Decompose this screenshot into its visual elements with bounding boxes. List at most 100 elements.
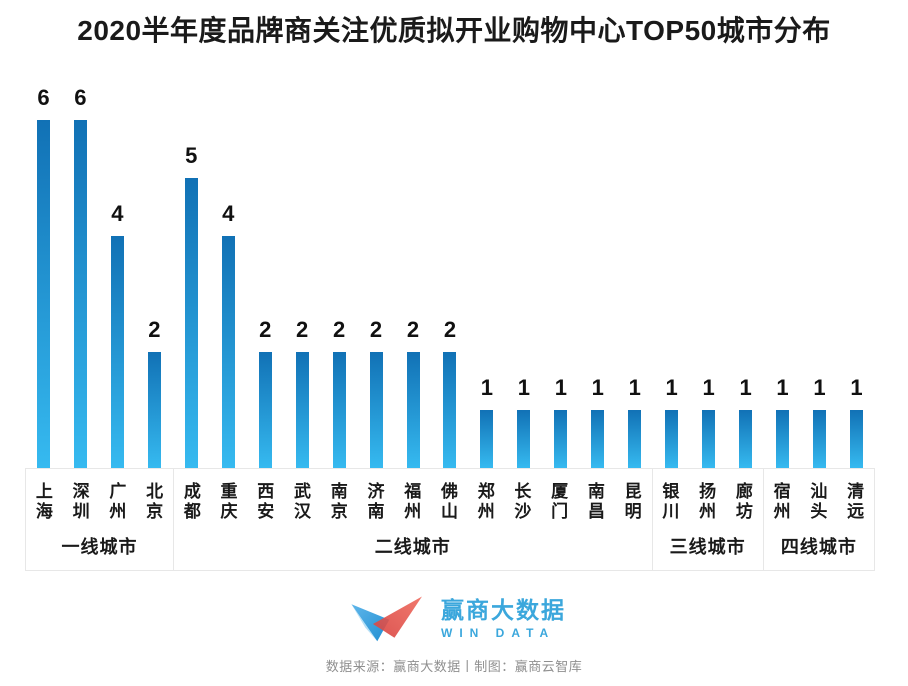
bar-column-银川: 1 (653, 375, 690, 468)
bar-value-label: 1 (480, 375, 494, 400)
bar-上海 (36, 120, 50, 468)
city-labels-row: 成都 重庆 西安 武汉 南京 济南 福州 佛山 郑州 长沙 厦门 南昌 昆明 (174, 469, 652, 523)
bar-value-label: 1 (813, 375, 826, 400)
city-label-cell: 南昌 (578, 482, 615, 523)
city-group-四线城市: 宿州 汕头 清远 四线城市 (764, 469, 874, 570)
bar-column-福州: 2 (395, 317, 432, 468)
data-source-line: 数据来源：赢商大数据丨制图：赢商云智库 (325, 659, 583, 674)
bar-column-南昌: 1 (579, 375, 616, 468)
bar-column-清远: 1 (838, 375, 875, 468)
city-label-cell: 长沙 (505, 482, 542, 523)
city-label-cell: 廊坊 (726, 482, 763, 523)
bar-column-武汉: 2 (284, 317, 321, 468)
bar-成都 (184, 178, 198, 468)
bar-value-label: 6 (37, 85, 50, 110)
bar-昆明 (628, 410, 642, 468)
city-label: 武汉 (294, 482, 312, 522)
bar-column-昆明: 1 (616, 375, 653, 468)
tier-label: 四线城市 (780, 537, 857, 557)
bar-value-label: 2 (259, 317, 272, 342)
bar-column-厦门: 1 (542, 375, 579, 468)
city-label-cell: 宿州 (764, 482, 801, 523)
bar-长沙 (517, 410, 531, 468)
bar-佛山 (443, 352, 457, 468)
city-label-cell: 西安 (247, 482, 284, 523)
city-label: 厦门 (551, 482, 569, 522)
city-label-cell: 济南 (358, 482, 395, 523)
city-label: 西安 (257, 482, 275, 522)
city-label-cell: 南京 (321, 482, 358, 523)
bar-西安 (258, 352, 272, 468)
footer: 赢商大数据 WIN DATA 数据来源：赢商大数据丨制图：赢商云智库 (0, 589, 908, 675)
bar-银川 (665, 410, 679, 468)
city-labels-row: 银川 扬州 廊坊 (653, 469, 763, 523)
bar-重庆 (221, 236, 235, 468)
city-label: 北京 (146, 482, 164, 522)
bar-济南 (369, 352, 383, 468)
win-data-logo-icon (342, 590, 428, 646)
bar-武汉 (295, 352, 309, 468)
city-label-cell: 北京 (136, 482, 173, 523)
bar-value-label: 1 (776, 375, 789, 400)
city-label-cell: 重庆 (211, 482, 248, 523)
bar-column-成都: 5 (173, 143, 210, 468)
bar-column-郑州: 1 (468, 375, 505, 468)
bar-value-label: 2 (332, 317, 346, 342)
city-label: 上海 (35, 482, 53, 522)
city-label: 宿州 (773, 482, 791, 522)
bar-value-label: 5 (185, 143, 198, 168)
bar-郑州 (480, 410, 494, 468)
bar-扬州 (702, 410, 716, 468)
bar-value-label: 4 (111, 201, 124, 226)
bar-column-汕头: 1 (801, 375, 838, 468)
bar-value-label: 2 (369, 317, 383, 342)
bar-value-label: 1 (591, 375, 604, 400)
city-label-cell: 上海 (26, 482, 63, 523)
bar-value-label: 1 (628, 375, 641, 400)
bar-深圳 (73, 120, 87, 468)
bar-南昌 (591, 410, 605, 468)
tier-label: 一线城市 (61, 537, 138, 557)
bar-column-宿州: 1 (764, 375, 801, 468)
bar-column-北京: 2 (136, 317, 173, 468)
bar-column-深圳: 6 (62, 85, 99, 468)
logo-cn-text: 赢商大数据 (441, 596, 566, 623)
city-labels-row: 上海 深圳 广州 北京 (26, 469, 173, 523)
city-label: 昆明 (624, 482, 642, 522)
bar-column-长沙: 1 (505, 375, 542, 468)
bar-value-label: 1 (554, 375, 567, 400)
city-label-cell: 厦门 (541, 482, 578, 523)
bar-北京 (147, 352, 161, 468)
city-label: 廊坊 (735, 482, 753, 522)
bar-宿州 (776, 410, 790, 468)
bar-value-label: 1 (665, 375, 678, 400)
bar-column-济南: 2 (358, 317, 395, 468)
bar-value-label: 2 (148, 317, 161, 342)
city-label-cell: 扬州 (689, 482, 726, 523)
city-label: 成都 (183, 482, 201, 522)
logo-en-text: WIN DATA (441, 625, 556, 640)
city-label: 济南 (367, 482, 385, 522)
bar-column-廊坊: 1 (727, 375, 764, 468)
bar-column-佛山: 2 (431, 317, 468, 468)
city-label: 扬州 (699, 482, 717, 522)
city-label-cell: 清远 (837, 482, 874, 523)
bar-column-广州: 4 (99, 201, 136, 468)
bar-清远 (849, 410, 863, 468)
city-label-cell: 郑州 (468, 482, 505, 523)
bar-汕头 (812, 410, 826, 468)
bar-column-上海: 6 (25, 85, 62, 468)
bar-福州 (406, 352, 420, 468)
city-tier-panel: 上海 深圳 广州 北京一线城市 成都 重庆 西安 武汉 南京 济南 福州 佛山 郑州 长沙 厦门 南昌 昆明 二线… (25, 468, 875, 571)
city-label-cell: 银川 (653, 482, 690, 523)
city-group-二线城市: 成都 重庆 西安 武汉 南京 济南 福州 佛山 郑州 长沙 厦门 南昌 昆明 二线城市 (174, 469, 653, 570)
bar-column-扬州: 1 (690, 375, 727, 468)
city-label-cell: 深圳 (63, 482, 100, 523)
bar-value-label: 1 (850, 375, 863, 400)
city-label: 郑州 (477, 482, 495, 522)
win-data-logo: 赢商大数据 WIN DATA (0, 589, 908, 647)
city-label-cell: 福州 (394, 482, 431, 523)
bar-value-label: 2 (406, 317, 420, 342)
